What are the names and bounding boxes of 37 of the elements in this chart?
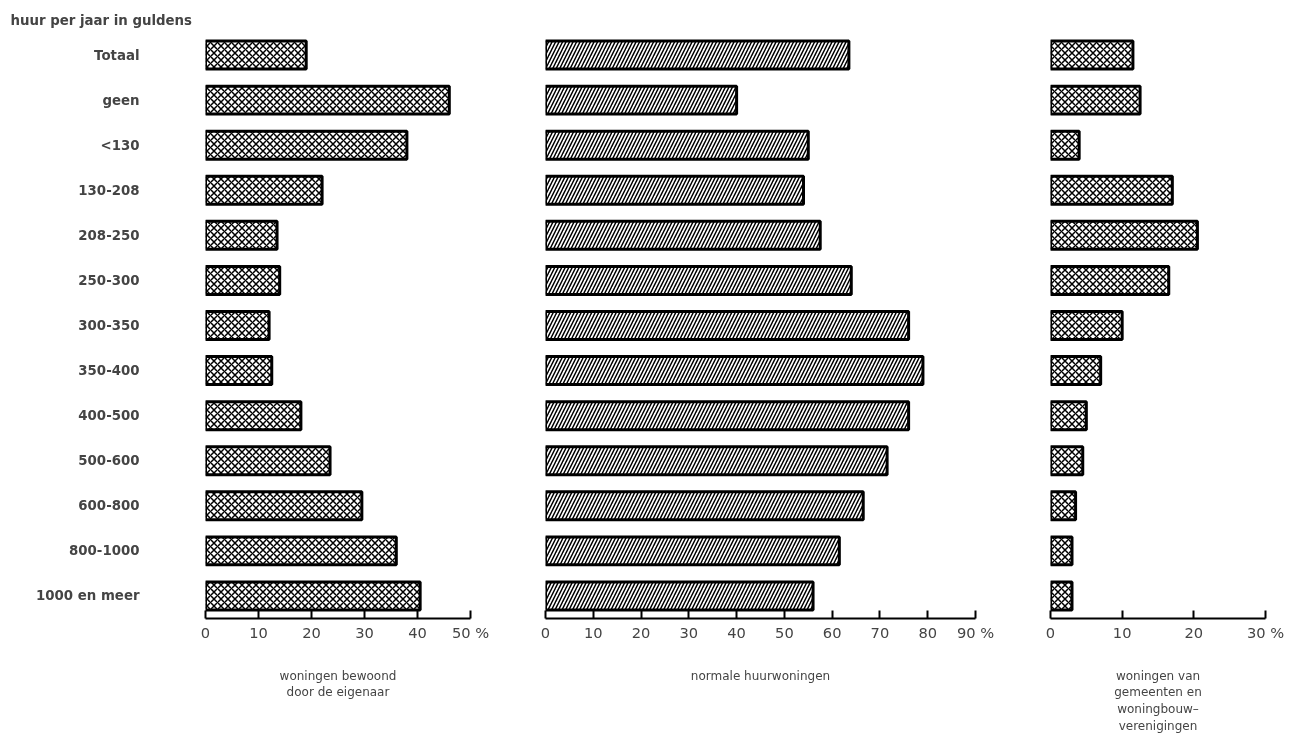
x-tick-label: 50 <box>775 623 794 641</box>
x-tick-label: 90 % <box>956 623 995 641</box>
y-tick-label: 300-350 <box>78 318 140 333</box>
y-tick-label: Totaal <box>94 47 140 63</box>
y-axis-title: huur per jaar in guldens <box>10 12 193 28</box>
x-tick-label: 0 <box>200 623 211 641</box>
x-tick-label: 30 <box>679 623 699 641</box>
x-tick-label: 30 <box>355 623 374 641</box>
y-tick-label: 208-250 <box>78 227 140 243</box>
x-tick-label: 50 % <box>451 623 490 641</box>
x-axis-title: normale huurwoningen <box>690 668 831 683</box>
y-tick-label: 250-300 <box>78 272 140 288</box>
x-tick-label: 80 <box>918 623 938 641</box>
x-axis-title: woningen van gemeenten en woningbouw– verenigingen <box>1114 668 1202 733</box>
y-tick-label: 400-500 <box>78 408 140 424</box>
y-tick-label: 350-400 <box>78 363 140 379</box>
x-tick-label: 20 <box>1184 623 1204 641</box>
x-tick-label: 60 <box>822 623 842 641</box>
x-tick-label: 0 <box>540 623 551 641</box>
x-tick-label: 0 <box>1045 623 1056 641</box>
x-tick-label: 70 <box>870 623 890 641</box>
y-tick-label: 800-1000 <box>69 543 140 559</box>
x-tick-label: 20 <box>631 623 651 641</box>
y-tick-label: <130 <box>100 137 140 153</box>
y-tick-label: 130-208 <box>78 182 140 198</box>
y-tick-label: geen <box>102 92 140 108</box>
x-tick-label: 10 <box>583 623 603 641</box>
x-tick-label: 20 <box>302 623 321 641</box>
x-tick-label: 40 <box>727 623 746 641</box>
x-tick-label: 30 % <box>1246 623 1285 641</box>
x-tick-label: 40 <box>408 623 427 641</box>
x-tick-label: 10 <box>1112 623 1132 641</box>
y-tick-label: 600-800 <box>78 498 140 514</box>
x-tick-label: 10 <box>249 623 268 641</box>
y-tick-label: 500-600 <box>78 453 140 469</box>
x-axis-title: woningen bewoond door de eigenaar <box>279 668 397 700</box>
y-tick-label: 1000 en meer <box>36 588 140 604</box>
